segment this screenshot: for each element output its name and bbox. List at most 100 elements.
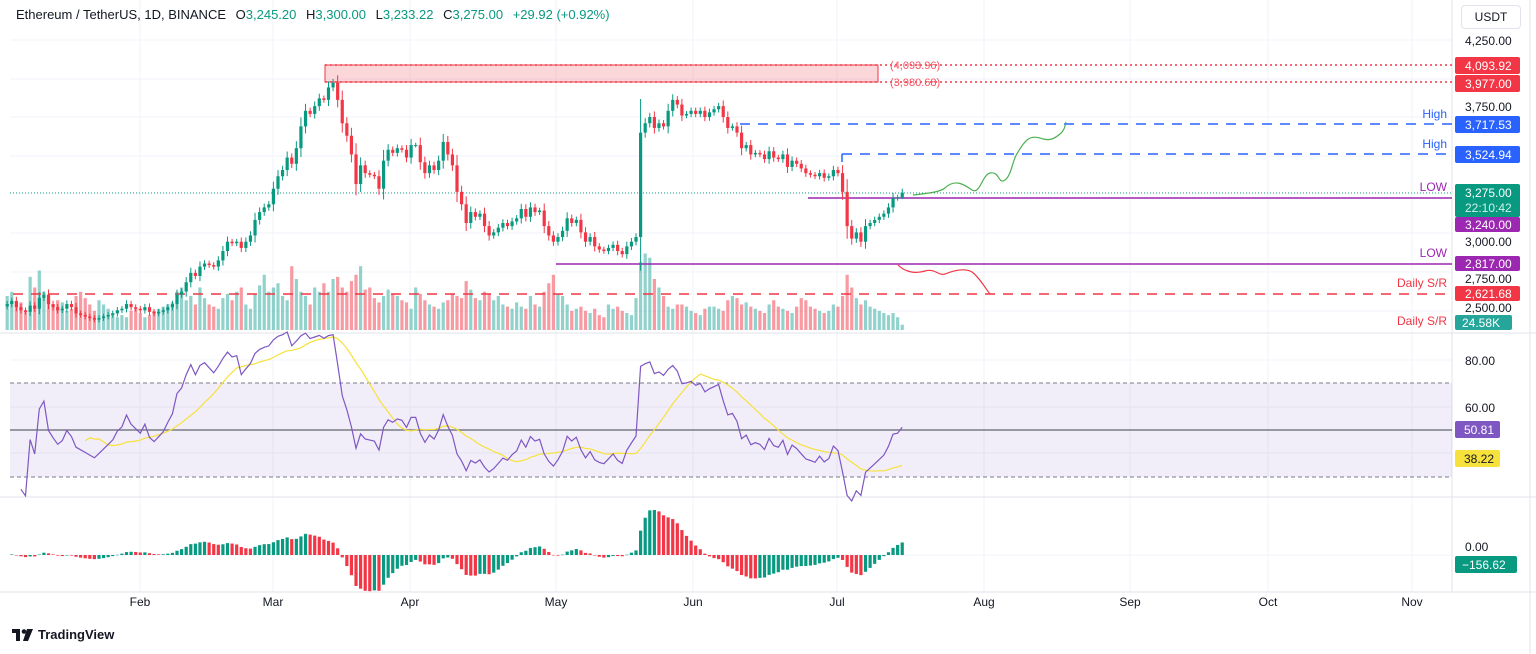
candle-body xyxy=(381,160,386,189)
volume-bar xyxy=(675,304,679,330)
candle-body xyxy=(496,227,500,233)
volume-bar xyxy=(836,306,840,330)
volume-bar xyxy=(267,291,271,330)
open-value: 3,245.20 xyxy=(245,7,297,22)
candle-body xyxy=(762,154,767,160)
open-label: O xyxy=(235,7,246,22)
volume-bar xyxy=(404,302,409,330)
volume-bar xyxy=(551,274,555,330)
zone-top-text: (4,093.96) xyxy=(890,60,940,72)
currency-button[interactable]: USDT xyxy=(1461,5,1521,29)
volume-bar xyxy=(698,315,702,330)
volume-bar xyxy=(423,300,427,330)
macd-histogram-bar xyxy=(372,555,376,591)
candle-body xyxy=(459,191,464,205)
candle-body xyxy=(280,170,285,177)
candle-body xyxy=(524,208,528,217)
candle-body xyxy=(120,308,124,311)
macd-histogram-bar xyxy=(276,540,280,555)
volume-bar xyxy=(111,313,115,330)
candle-body xyxy=(23,310,28,312)
macd-histogram-bar xyxy=(322,539,326,555)
time-tick: Mar xyxy=(263,595,284,609)
volume-bar xyxy=(354,274,358,330)
volume-bar xyxy=(657,287,661,330)
macd-histogram-bar xyxy=(473,555,477,576)
macd-histogram-bar xyxy=(900,542,904,555)
candle-body xyxy=(322,98,326,100)
volume-bar xyxy=(744,302,748,330)
macd-histogram-bar xyxy=(69,555,74,556)
volume-bar xyxy=(280,296,285,330)
macd-histogram-bar xyxy=(33,555,37,557)
candle-body xyxy=(303,110,308,127)
volume-bar xyxy=(170,302,175,330)
volume-bar xyxy=(767,304,771,330)
volume-bar xyxy=(730,296,734,330)
macd-histogram-bar xyxy=(317,536,321,555)
macd-histogram-bar xyxy=(363,555,367,591)
volume-bar xyxy=(863,300,868,330)
macd-histogram-bar xyxy=(818,555,822,564)
candle-body xyxy=(501,223,505,228)
volume-bar xyxy=(886,315,891,330)
resistance-zone[interactable] xyxy=(324,64,879,83)
candle-body xyxy=(198,266,202,276)
macd-histogram-bar xyxy=(666,517,670,555)
macd-histogram-bar xyxy=(707,555,712,557)
candle-body xyxy=(689,110,693,114)
macd-histogram-bar xyxy=(88,555,92,559)
candle-body xyxy=(166,307,170,311)
candle-body xyxy=(124,304,129,309)
macd-histogram-bar xyxy=(712,555,716,559)
macd-histogram-bar xyxy=(386,555,390,578)
tradingview-logo[interactable]: TradingView xyxy=(12,627,114,642)
candle-body xyxy=(235,241,239,244)
high-label: H xyxy=(306,7,316,22)
macd-histogram-bar xyxy=(175,550,179,555)
macd-histogram-bar xyxy=(588,553,592,555)
macd-tick: 0.00 xyxy=(1465,540,1489,554)
macd-histogram-bar xyxy=(391,555,395,574)
macd-histogram-bar xyxy=(124,552,129,555)
zone-bottom-text: (3,980.68) xyxy=(890,77,940,89)
macd-histogram-bar xyxy=(551,554,555,556)
volume-bar xyxy=(189,296,193,330)
candle-body xyxy=(180,291,184,295)
volume-bar xyxy=(437,308,441,330)
macd-histogram-bar xyxy=(83,555,87,559)
volume-bar xyxy=(115,317,119,330)
macd-histogram-bar xyxy=(684,535,689,555)
macd-histogram-bar xyxy=(657,511,661,555)
macd-histogram-bar xyxy=(290,539,294,555)
badge-high-1-text: 3,717.53 xyxy=(1465,118,1512,132)
volume-bar xyxy=(345,291,349,330)
volume-bar xyxy=(785,310,790,330)
candle-body xyxy=(611,244,615,248)
volume-bar xyxy=(671,308,675,330)
volume-bar xyxy=(818,310,822,330)
low-label: L xyxy=(375,7,383,22)
volume-bar xyxy=(547,283,551,330)
macd-histogram-bar xyxy=(157,554,161,555)
volume-bar xyxy=(202,298,207,330)
bearish-projection-path[interactable] xyxy=(897,264,991,295)
bullish-projection-path[interactable] xyxy=(912,121,1067,196)
macd-histogram-bar xyxy=(625,554,629,556)
candle-body xyxy=(230,241,234,244)
symbol-title: Ethereum / TetherUS, 1D, BINANCE xyxy=(16,7,227,22)
candle-body xyxy=(469,212,473,224)
macd-histogram-bar xyxy=(790,555,794,568)
symbol-legend[interactable]: Ethereum / TetherUS, 1D, BINANCE O3,245.… xyxy=(16,7,610,22)
volume-bar xyxy=(216,308,220,330)
low-label-2: LOW xyxy=(1420,246,1448,260)
volume-bar xyxy=(597,315,601,330)
macd-histogram-bar xyxy=(652,510,656,555)
macd-histogram-bar xyxy=(583,552,588,555)
volume-bar xyxy=(290,266,294,330)
candle-body xyxy=(556,237,560,242)
time-tick: Sep xyxy=(1119,595,1141,609)
macd-histogram-bar xyxy=(703,553,707,555)
volume-bar xyxy=(795,306,799,330)
